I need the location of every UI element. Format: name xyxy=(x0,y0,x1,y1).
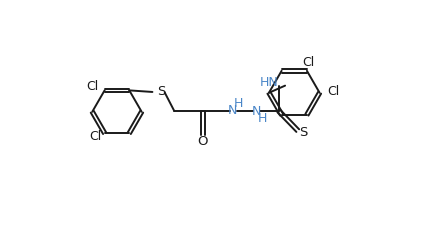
Text: O: O xyxy=(197,135,208,148)
Text: N: N xyxy=(228,104,238,117)
Text: H: H xyxy=(257,112,267,125)
Text: Cl: Cl xyxy=(327,85,339,98)
Text: Cl: Cl xyxy=(302,56,314,69)
Text: HN: HN xyxy=(260,76,278,89)
Text: S: S xyxy=(299,126,308,139)
Text: S: S xyxy=(157,85,165,98)
Text: N: N xyxy=(252,105,261,118)
Text: Cl: Cl xyxy=(89,130,101,143)
Text: H: H xyxy=(234,97,243,110)
Text: Cl: Cl xyxy=(87,80,99,93)
